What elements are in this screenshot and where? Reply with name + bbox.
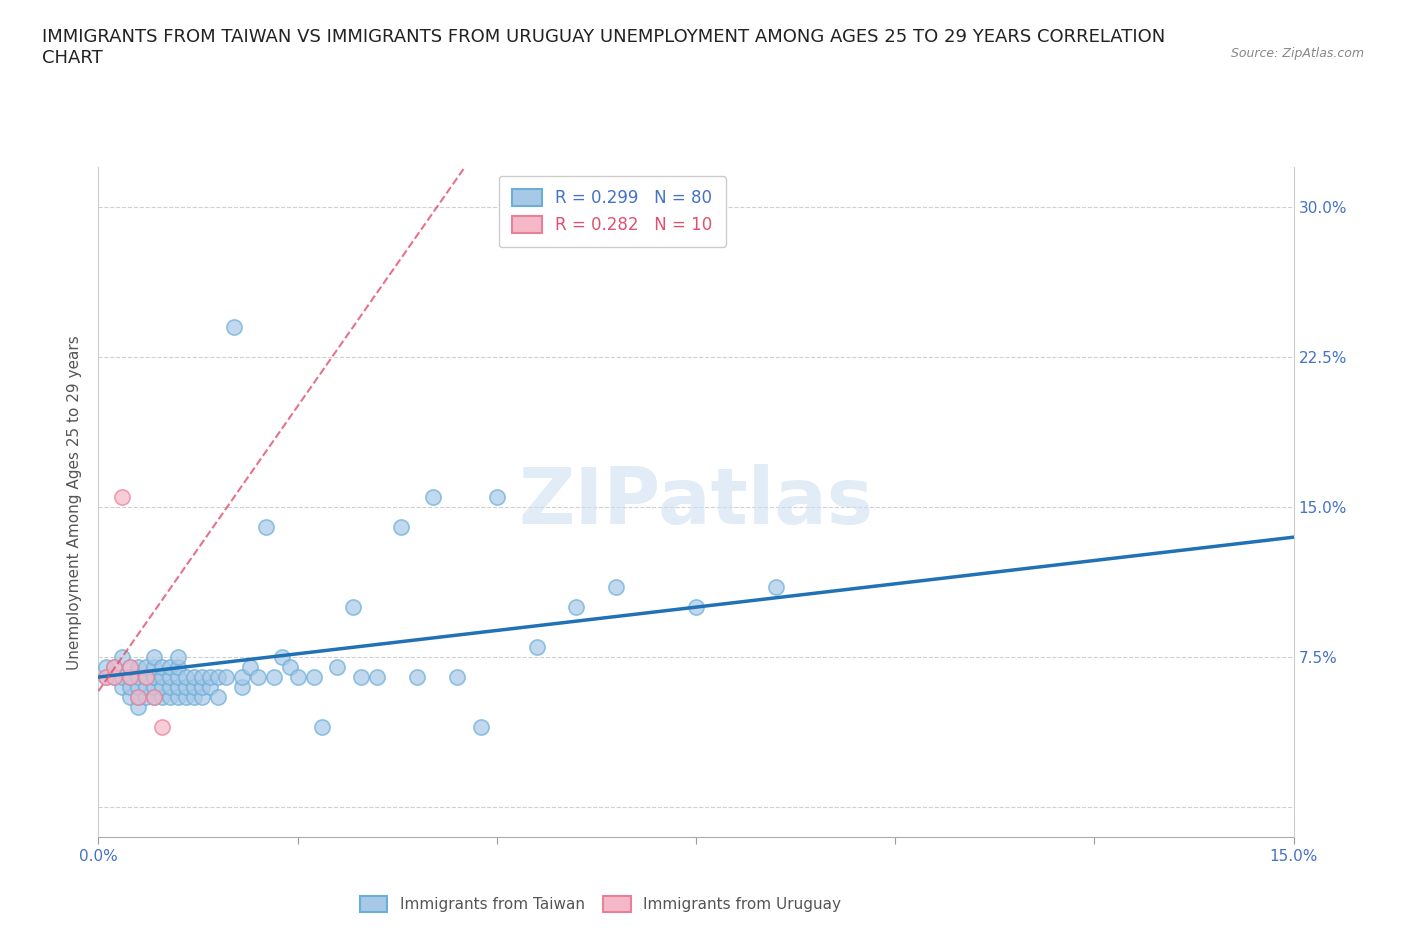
Point bbox=[422, 490, 444, 505]
Point bbox=[174, 670, 197, 684]
Y-axis label: Unemployment Among Ages 25 to 29 years: Unemployment Among Ages 25 to 29 years bbox=[67, 335, 83, 670]
Text: ZIPatlas: ZIPatlas bbox=[519, 464, 873, 540]
Point bbox=[350, 670, 373, 684]
Point bbox=[222, 320, 245, 335]
Point bbox=[167, 659, 190, 674]
Point bbox=[120, 670, 142, 684]
Point bbox=[342, 600, 364, 615]
Point bbox=[198, 680, 221, 695]
Point bbox=[96, 670, 118, 684]
Point bbox=[526, 640, 548, 655]
Point bbox=[470, 720, 492, 735]
Point bbox=[103, 670, 125, 684]
Point bbox=[326, 659, 349, 674]
Point bbox=[207, 690, 229, 705]
Point bbox=[103, 670, 125, 684]
Point bbox=[406, 670, 429, 684]
Point bbox=[366, 670, 388, 684]
Point bbox=[127, 690, 149, 705]
Text: Source: ZipAtlas.com: Source: ZipAtlas.com bbox=[1230, 46, 1364, 60]
Point bbox=[111, 490, 134, 505]
Point bbox=[167, 690, 190, 705]
Point bbox=[159, 690, 181, 705]
Point bbox=[198, 670, 221, 684]
Point bbox=[270, 650, 292, 665]
Point bbox=[111, 680, 134, 695]
Point bbox=[246, 670, 269, 684]
Point bbox=[120, 690, 142, 705]
Point bbox=[135, 670, 157, 684]
Point bbox=[150, 720, 173, 735]
Point bbox=[120, 659, 142, 674]
Point bbox=[167, 650, 190, 665]
Point bbox=[127, 670, 149, 684]
Point bbox=[191, 680, 214, 695]
Point bbox=[127, 680, 149, 695]
Point bbox=[159, 680, 181, 695]
Point bbox=[150, 690, 173, 705]
Point bbox=[183, 690, 205, 705]
Point bbox=[215, 670, 238, 684]
Point bbox=[143, 690, 166, 705]
Point bbox=[765, 579, 787, 594]
Point bbox=[174, 680, 197, 695]
Point bbox=[96, 659, 118, 674]
Point bbox=[485, 490, 508, 505]
Point bbox=[120, 659, 142, 674]
Point bbox=[135, 690, 157, 705]
Point bbox=[135, 680, 157, 695]
Point bbox=[103, 659, 125, 674]
Point bbox=[120, 680, 142, 695]
Point bbox=[150, 670, 173, 684]
Legend: Immigrants from Taiwan, Immigrants from Uruguay: Immigrants from Taiwan, Immigrants from … bbox=[349, 885, 852, 923]
Point bbox=[207, 670, 229, 684]
Point bbox=[685, 600, 707, 615]
Point bbox=[311, 720, 333, 735]
Point bbox=[239, 659, 262, 674]
Point bbox=[143, 650, 166, 665]
Point bbox=[111, 650, 134, 665]
Point bbox=[278, 659, 301, 674]
Point bbox=[446, 670, 468, 684]
Point bbox=[287, 670, 309, 684]
Point bbox=[389, 520, 412, 535]
Point bbox=[127, 699, 149, 714]
Point bbox=[167, 670, 190, 684]
Point bbox=[120, 670, 142, 684]
Point bbox=[143, 680, 166, 695]
Point bbox=[135, 659, 157, 674]
Point bbox=[143, 670, 166, 684]
Text: IMMIGRANTS FROM TAIWAN VS IMMIGRANTS FROM URUGUAY UNEMPLOYMENT AMONG AGES 25 TO : IMMIGRANTS FROM TAIWAN VS IMMIGRANTS FRO… bbox=[42, 28, 1166, 67]
Point bbox=[143, 659, 166, 674]
Point bbox=[111, 670, 134, 684]
Point bbox=[183, 680, 205, 695]
Point bbox=[183, 670, 205, 684]
Point bbox=[254, 520, 277, 535]
Point bbox=[302, 670, 325, 684]
Point bbox=[191, 690, 214, 705]
Point bbox=[127, 690, 149, 705]
Point bbox=[143, 690, 166, 705]
Point bbox=[143, 670, 166, 684]
Point bbox=[127, 659, 149, 674]
Point bbox=[135, 670, 157, 684]
Point bbox=[174, 690, 197, 705]
Point bbox=[150, 680, 173, 695]
Point bbox=[231, 670, 253, 684]
Point bbox=[103, 659, 125, 674]
Point bbox=[605, 579, 627, 594]
Point bbox=[231, 680, 253, 695]
Point bbox=[565, 600, 588, 615]
Point bbox=[191, 670, 214, 684]
Point bbox=[263, 670, 285, 684]
Point bbox=[167, 680, 190, 695]
Point bbox=[96, 670, 118, 684]
Point bbox=[150, 659, 173, 674]
Point bbox=[159, 670, 181, 684]
Point bbox=[159, 659, 181, 674]
